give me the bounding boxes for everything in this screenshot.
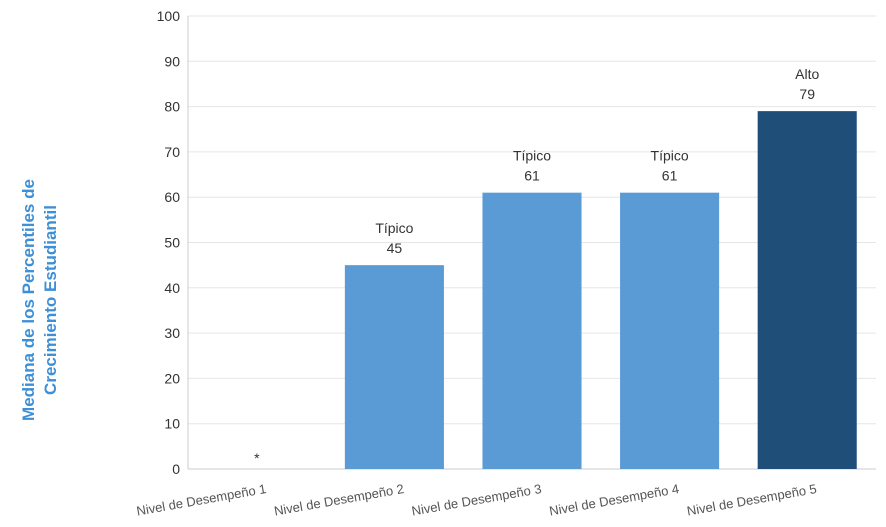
- bar-value-3: 61: [524, 168, 540, 184]
- x-tick-label: Nivel de Desempeño 4: [548, 481, 680, 519]
- y-tick-labels: 0 10 20 30 40 50 60 70 80 90 100: [157, 8, 181, 477]
- bar-5: [757, 111, 857, 469]
- y-tick-label: 90: [164, 53, 180, 69]
- bar-value-4: 61: [662, 168, 678, 184]
- y-tick-label: 70: [164, 144, 180, 160]
- bar-labels: * Típico 45 Típico 61 Típico 61 Alto 79: [254, 66, 819, 466]
- bar-value-5: 79: [799, 86, 815, 102]
- x-tick-label: Nivel de Desempeño 2: [273, 481, 405, 519]
- y-tick-label: 60: [164, 189, 180, 205]
- x-tick-label: Nivel de Desempeño 5: [686, 481, 818, 519]
- y-tick-label: 40: [164, 280, 180, 296]
- bar-label-5: Alto: [795, 66, 819, 82]
- bars: [344, 111, 857, 470]
- bar-4: [620, 192, 720, 470]
- bar-label-2: Típico: [375, 220, 413, 236]
- y-tick-label: 10: [164, 416, 180, 432]
- y-tick-label: 30: [164, 325, 180, 341]
- y-tick-label: 80: [164, 99, 180, 115]
- bar-label-1: *: [254, 450, 260, 466]
- y-tick-label: 0: [172, 461, 180, 477]
- bar-3: [482, 192, 582, 470]
- y-tick-label: 50: [164, 235, 180, 251]
- x-tick-label: Nivel de Desempeño 1: [135, 481, 267, 519]
- y-tick-label: 20: [164, 370, 180, 386]
- y-tick-label: 100: [157, 8, 181, 24]
- x-tick-labels: Nivel de Desempeño 1 Nivel de Desempeño 2…: [135, 481, 818, 519]
- bar-2: [344, 265, 444, 469]
- x-tick-label: Nivel de Desempeño 3: [410, 481, 542, 519]
- bar-label-4: Típico: [651, 148, 689, 164]
- bar-value-2: 45: [387, 240, 403, 256]
- bar-label-3: Típico: [513, 148, 551, 164]
